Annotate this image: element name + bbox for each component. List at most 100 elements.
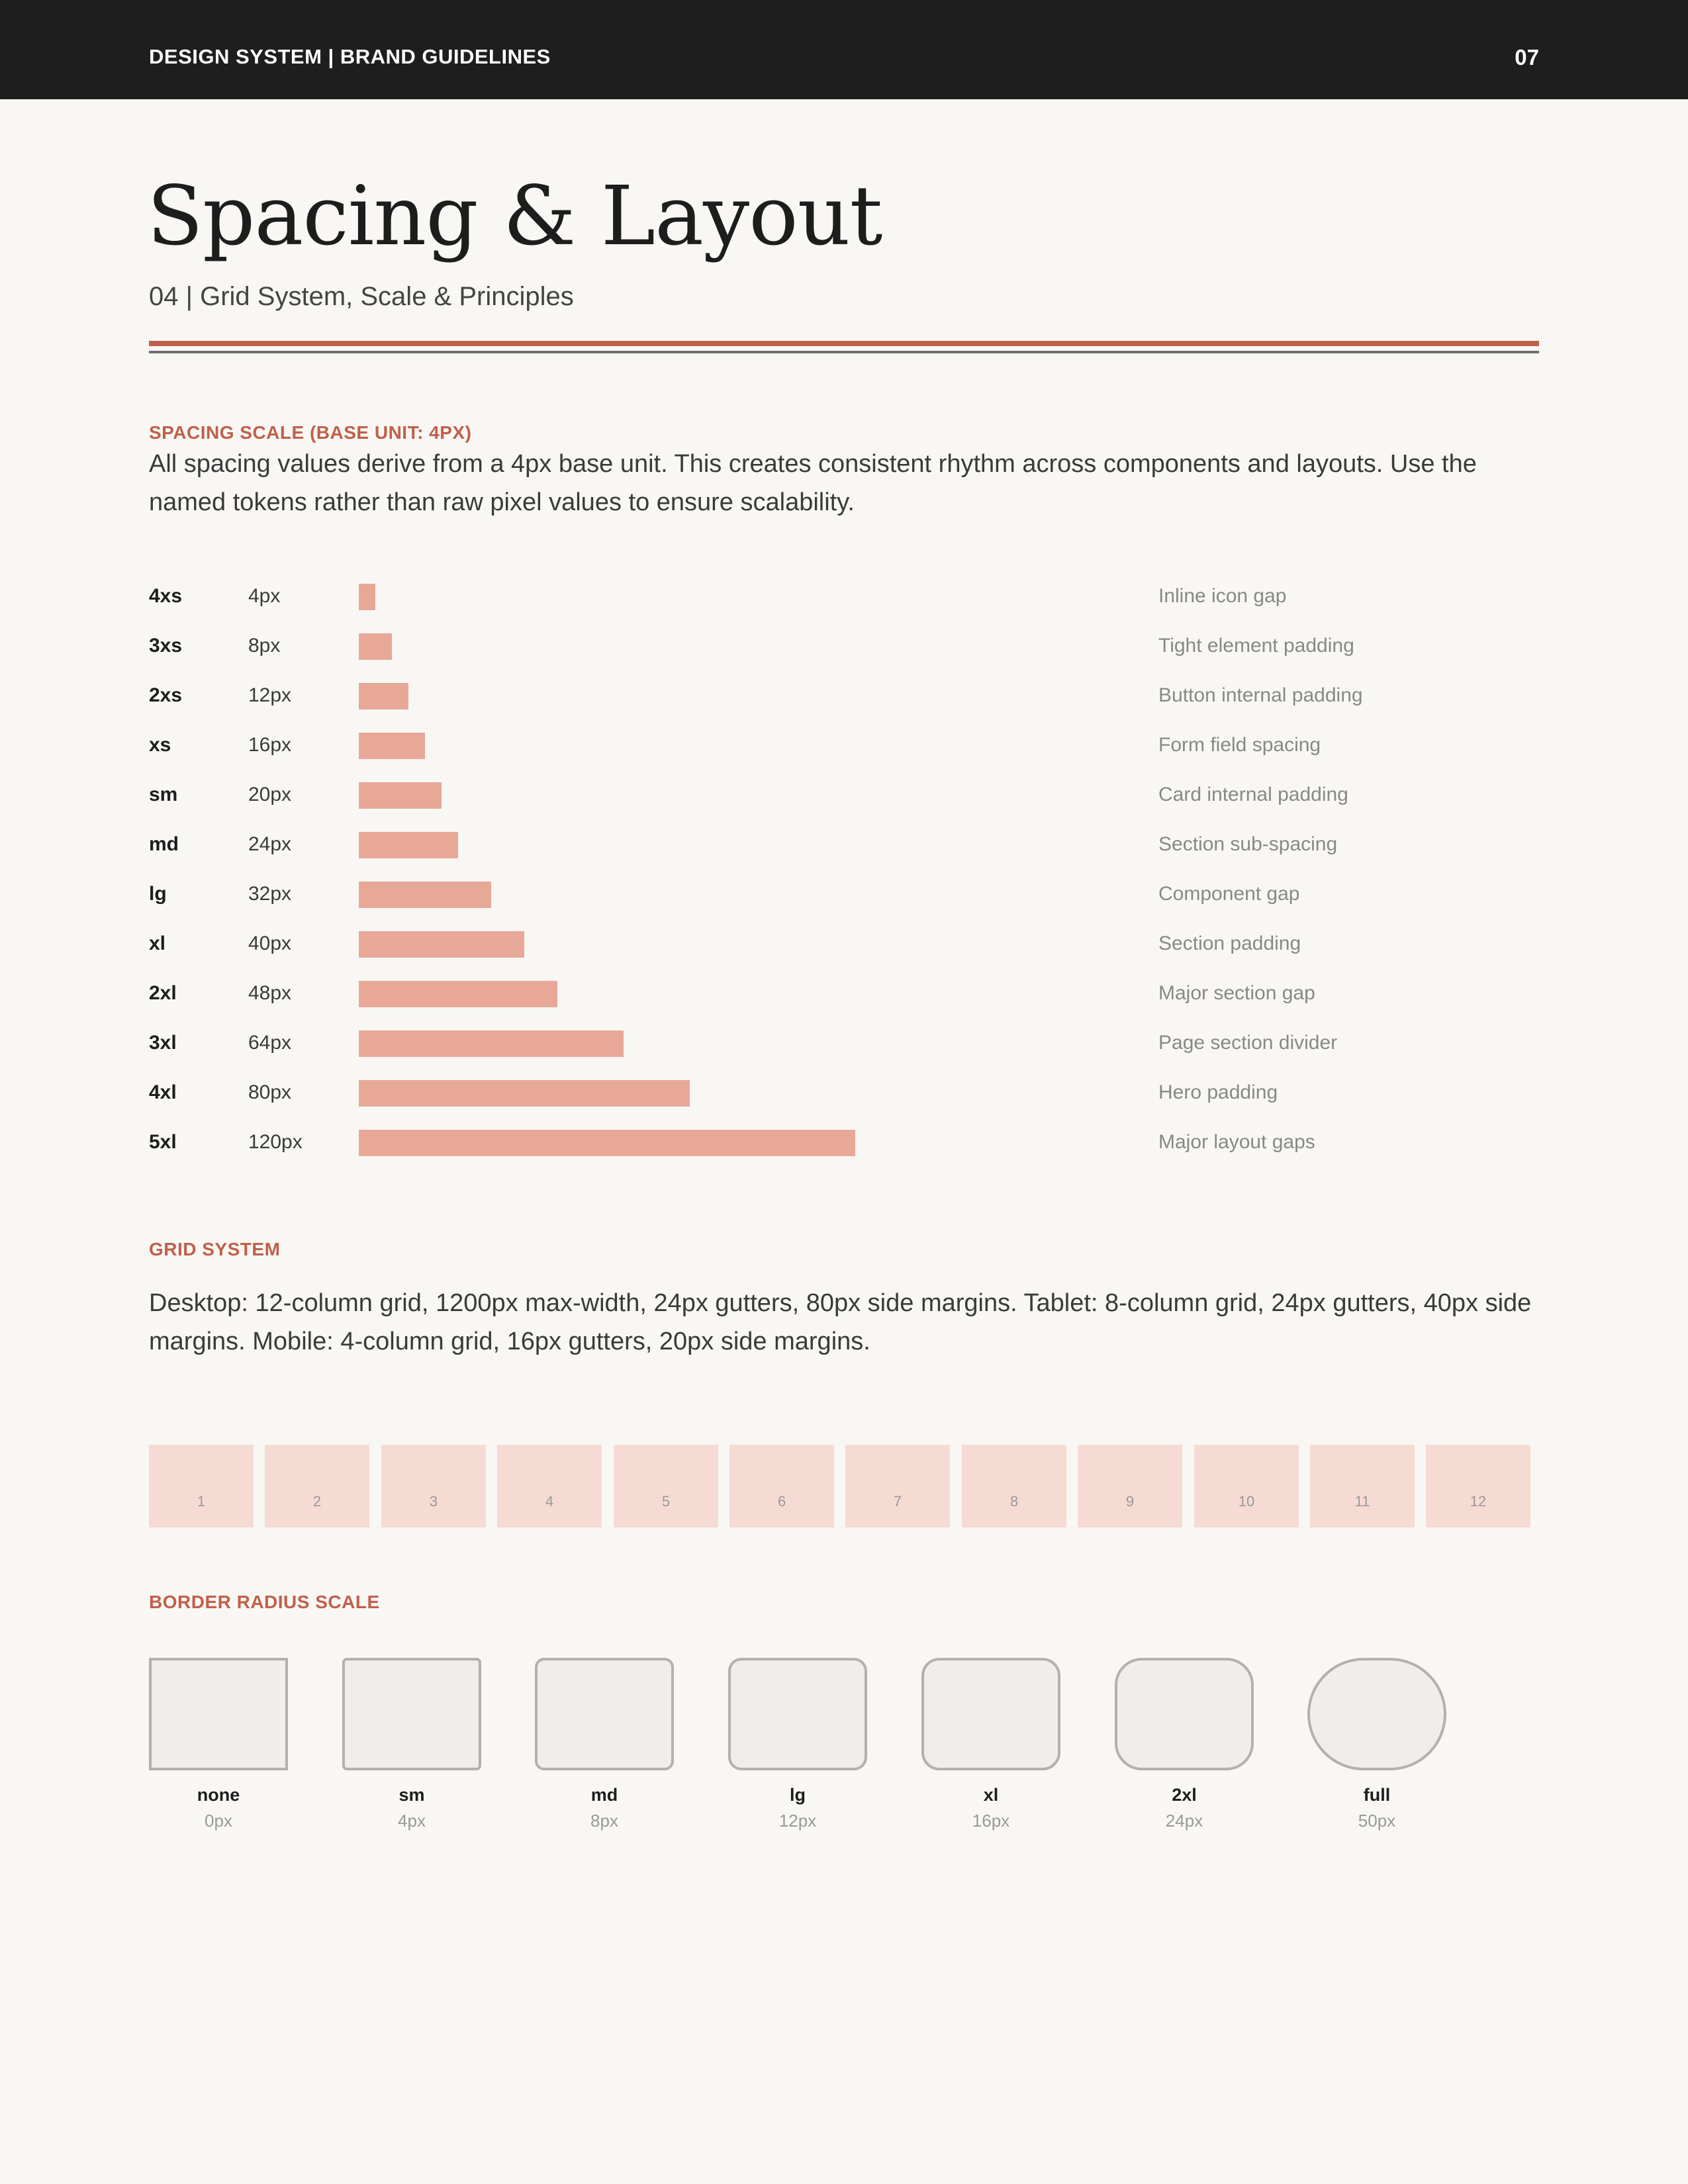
spacing-token-name: 2xs	[149, 684, 183, 706]
grid-column-number: 12	[1470, 1493, 1487, 1510]
header-bar: DESIGN SYSTEM | BRAND GUIDELINES 07	[0, 0, 1688, 99]
grid-column: 4	[497, 1445, 602, 1527]
spacing-token-usage: Inline icon gap	[1158, 585, 1287, 607]
spacing-bar	[359, 981, 557, 1007]
spacing-token-value: 8px	[248, 635, 281, 657]
radius-value: 24px	[1165, 1811, 1203, 1831]
grid-column-number: 10	[1238, 1493, 1255, 1510]
spacing-token-name: md	[149, 833, 179, 855]
spacing-token-value: 40px	[248, 933, 292, 954]
spacing-token-usage: Section padding	[1158, 933, 1301, 954]
grid-column: 3	[381, 1445, 486, 1527]
grid-column: 1	[149, 1445, 254, 1527]
title-divider-accent	[149, 341, 1539, 346]
spacing-token-usage: Major layout gaps	[1158, 1131, 1315, 1153]
spacing-token-value: 24px	[248, 833, 292, 855]
spacing-row-5xl: 5xl 120px Major layout gaps	[149, 1120, 1539, 1170]
spacing-token-value: 32px	[248, 883, 292, 905]
grid-column-number: 3	[429, 1493, 438, 1510]
spacing-row-4xl: 4xl 80px Hero padding	[149, 1071, 1539, 1120]
grid-column-number: 11	[1354, 1493, 1370, 1510]
grid-column: 5	[614, 1445, 718, 1527]
spacing-row-3xl: 3xl 64px Page section divider	[149, 1021, 1539, 1071]
spacing-token-value: 120px	[248, 1131, 303, 1153]
spacing-token-usage: Hero padding	[1158, 1081, 1278, 1103]
spacing-row-xl: xl 40px Section padding	[149, 922, 1539, 972]
spacing-row-3xs: 3xs 8px Tight element padding	[149, 624, 1539, 674]
spacing-token-name: sm	[149, 784, 178, 805]
grid-column-number: 9	[1125, 1493, 1135, 1510]
radius-name: 2xl	[1172, 1785, 1197, 1805]
spacing-token-value: 48px	[248, 982, 292, 1004]
radius-value: 50px	[1358, 1811, 1396, 1831]
spacing-token-name: xs	[149, 734, 171, 756]
spacing-token-name: 3xl	[149, 1032, 177, 1054]
radius-sample-lg: lg 12px	[728, 1658, 867, 1831]
grid-column-number: 6	[777, 1493, 786, 1510]
spacing-bar	[359, 733, 425, 759]
radius-sample-2xl: 2xl 24px	[1115, 1658, 1254, 1831]
radius-name: full	[1363, 1785, 1391, 1805]
spacing-token-name: xl	[149, 933, 166, 954]
spacing-bar	[359, 782, 442, 809]
spacing-bar	[359, 931, 524, 958]
radius-name: xl	[983, 1785, 999, 1805]
spacing-bar	[359, 882, 491, 908]
radius-preview-box	[342, 1658, 481, 1770]
grid-column-number: 4	[545, 1493, 554, 1510]
radius-name: lg	[790, 1785, 806, 1805]
spacing-token-value: 20px	[248, 784, 292, 805]
spacing-scale-label: SPACING SCALE (BASE UNIT: 4PX)	[149, 422, 472, 443]
radius-sample-xl: xl 16px	[921, 1658, 1060, 1831]
spacing-token-name: 4xs	[149, 585, 183, 607]
spacing-token-usage: Button internal padding	[1158, 684, 1363, 706]
radius-preview-box	[728, 1658, 867, 1770]
spacing-token-usage: Card internal padding	[1158, 784, 1348, 805]
grid-column-number: 5	[661, 1493, 671, 1510]
radius-sample-none: none 0px	[149, 1658, 288, 1831]
spacing-bar	[359, 1080, 690, 1107]
grid-system-label: GRID SYSTEM	[149, 1239, 281, 1259]
header-brand: DESIGN SYSTEM | BRAND GUIDELINES	[149, 45, 551, 68]
grid-column-number: 2	[312, 1493, 322, 1510]
grid-column-number: 8	[1009, 1493, 1019, 1510]
spacing-bar	[359, 584, 375, 610]
radius-value: 16px	[972, 1811, 1010, 1831]
grid-column: 2	[265, 1445, 369, 1527]
radius-value: 0px	[205, 1811, 232, 1831]
radius-sample-full: full 50px	[1307, 1658, 1446, 1831]
radius-sample-md: md 8px	[535, 1658, 674, 1831]
spacing-bar	[359, 832, 458, 858]
spacing-token-name: 4xl	[149, 1081, 177, 1103]
radius-value: 4px	[398, 1811, 426, 1831]
grid-column: 12	[1426, 1445, 1530, 1527]
radius-preview-box	[149, 1658, 288, 1770]
spacing-token-value: 12px	[248, 684, 292, 706]
grid-column: 9	[1078, 1445, 1182, 1527]
radius-value: 8px	[590, 1811, 618, 1831]
radius-name: none	[197, 1785, 240, 1805]
grid-column: 6	[729, 1445, 834, 1527]
radius-preview-box	[921, 1658, 1060, 1770]
spacing-row-lg: lg 32px Component gap	[149, 872, 1539, 922]
grid-column: 10	[1194, 1445, 1299, 1527]
spacing-bar	[359, 1030, 624, 1057]
radius-name: md	[590, 1785, 618, 1805]
spacing-token-value: 64px	[248, 1032, 292, 1054]
spacing-scale-description: All spacing values derive from a 4px bas…	[149, 450, 1477, 516]
spacing-token-usage: Section sub-spacing	[1158, 833, 1338, 855]
grid-system-description: Desktop: 12-column grid, 1200px max-widt…	[149, 1289, 1532, 1355]
spacing-bar	[359, 633, 392, 660]
radius-value: 12px	[778, 1811, 817, 1831]
spacing-token-value: 16px	[248, 734, 292, 756]
spacing-row-md: md 24px Section sub-spacing	[149, 823, 1539, 872]
radius-sample-sm: sm 4px	[342, 1658, 481, 1831]
border-radius-label: BORDER RADIUS SCALE	[149, 1592, 380, 1612]
spacing-token-name: 5xl	[149, 1131, 177, 1153]
radius-preview-box	[535, 1658, 674, 1770]
spacing-token-name: lg	[149, 883, 167, 905]
grid-column: 8	[962, 1445, 1066, 1527]
grid-column: 7	[845, 1445, 950, 1527]
spacing-row-2xs: 2xs 12px Button internal padding	[149, 674, 1539, 723]
spacing-token-usage: Form field spacing	[1158, 734, 1321, 756]
